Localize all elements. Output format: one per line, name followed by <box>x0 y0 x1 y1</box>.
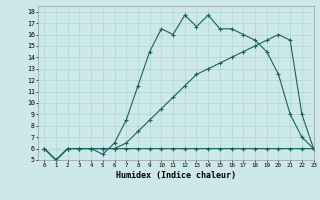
X-axis label: Humidex (Indice chaleur): Humidex (Indice chaleur) <box>116 171 236 180</box>
